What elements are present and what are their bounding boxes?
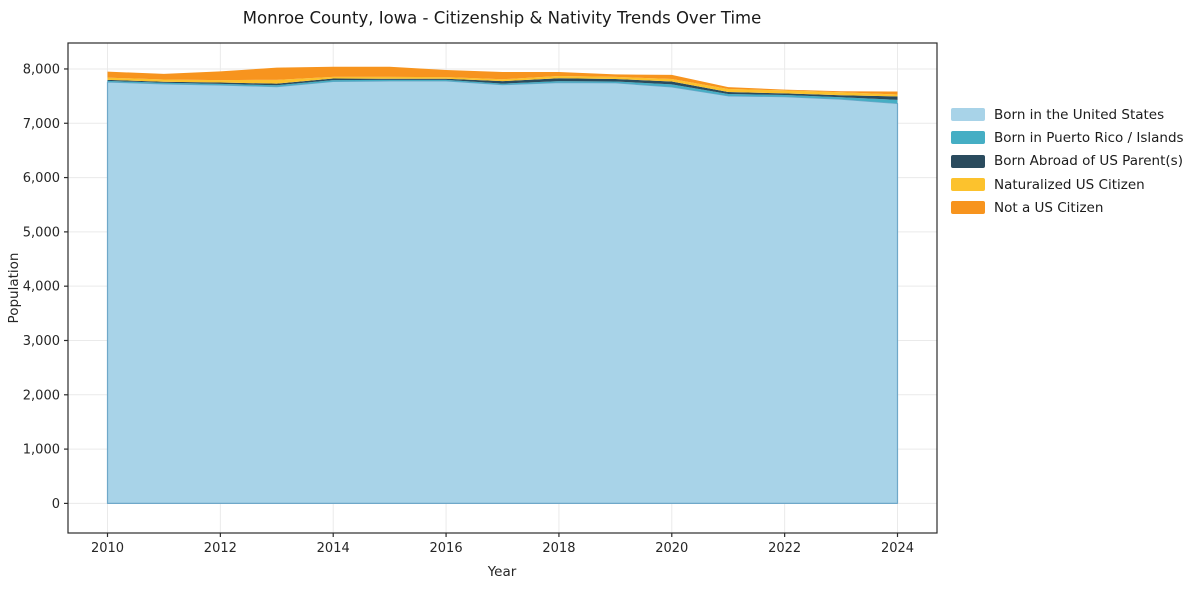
area-born-abroad-of-us-parent-s [107,78,898,100]
x-tick-label: 2018 [542,541,575,556]
legend-swatch-born-abroad-of-us-parent-s [951,154,985,168]
y-axis-label: Population [6,252,22,324]
y-tick-label: 6,000 [23,171,60,186]
area-born-in-the-united-states [106,80,899,505]
legend-label: Not a US Citizen [994,199,1104,216]
y-tick-label: 4,000 [23,280,60,295]
chart-title: Monroe County, Iowa - Citizenship & Nati… [242,8,762,28]
legend-item-naturalized-us-citizen: Naturalized US Citizen [951,173,1184,196]
legend-item-born-abroad-of-us-parent-s: Born Abroad of US Parent(s) [951,150,1184,173]
y-tick-label: 0 [52,497,60,512]
legend-swatch-born-in-puerto-rico-islands [951,131,985,145]
x-tick-label: 2014 [317,541,350,556]
x-tick-label: 2022 [768,541,801,556]
area-born-in-puerto-rico-islands [107,79,898,104]
y-tick-label: 7,000 [23,117,60,132]
x-axis-label: Year [487,564,517,580]
y-tick-label: 3,000 [23,334,60,349]
axes-spines [67,42,938,534]
y-tick-label: 2,000 [23,388,60,403]
legend-swatch-born-in-the-united-states [951,108,985,122]
legend-label: Born in Puerto Rico / Islands [994,129,1184,146]
y-tick-label: 5,000 [23,225,60,240]
x-tick-label: 2024 [881,541,914,556]
legend-item-not-a-us-citizen: Not a US Citizen [951,196,1184,219]
area-naturalized-us-citizen [107,76,898,97]
x-tick-label: 2020 [655,541,688,556]
legend-swatch-not-a-us-citizen [951,201,985,215]
legend-item-born-in-puerto-rico-islands: Born in Puerto Rico / Islands [951,126,1184,149]
x-tick-label: 2012 [204,541,237,556]
legend-label: Born in the United States [994,106,1165,123]
legend-item-born-in-the-united-states: Born in the United States [951,103,1184,126]
area-not-a-us-citizen [107,66,898,95]
legend-swatch-naturalized-us-citizen [951,178,985,192]
x-tick-label: 2016 [430,541,463,556]
legend: Born in the United States Born in Puerto … [951,103,1184,219]
x-tick-label: 2010 [91,541,124,556]
y-tick-label: 1,000 [23,443,60,458]
legend-label: Born Abroad of US Parent(s) [994,153,1183,170]
legend-label: Naturalized US Citizen [994,176,1145,193]
y-tick-label: 8,000 [23,62,60,77]
